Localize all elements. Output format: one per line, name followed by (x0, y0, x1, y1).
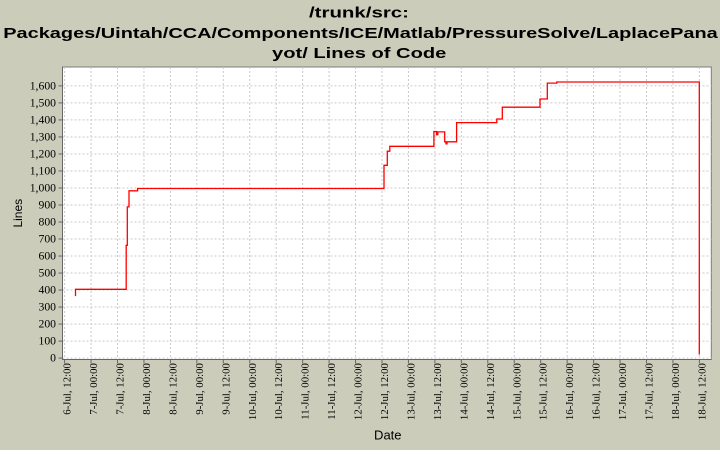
svg-text:1,300: 1,300 (30, 131, 56, 144)
svg-text:9-Jul, 00:00: 9-Jul, 00:00 (194, 363, 206, 415)
svg-text:13-Jul, 12:00: 13-Jul, 12:00 (432, 363, 444, 420)
svg-text:/trunk/src:: /trunk/src: (309, 5, 409, 22)
svg-text:700: 700 (38, 233, 56, 246)
svg-text:18-Jul, 12:00: 18-Jul, 12:00 (696, 363, 708, 420)
svg-text:8-Jul, 12:00: 8-Jul, 12:00 (167, 363, 179, 415)
svg-text:15-Jul, 00:00: 15-Jul, 00:00 (511, 363, 523, 420)
svg-text:600: 600 (38, 250, 56, 263)
svg-text:100: 100 (38, 335, 56, 348)
svg-text:16-Jul, 00:00: 16-Jul, 00:00 (564, 363, 576, 420)
svg-text:1,100: 1,100 (30, 165, 56, 178)
svg-text:Packages/Uintah/CCA/Components: Packages/Uintah/CCA/Components/ICE/Matla… (3, 25, 718, 42)
svg-text:yot/ Lines of Code: yot/ Lines of Code (272, 45, 446, 62)
svg-text:0: 0 (50, 352, 56, 365)
svg-text:12-Jul, 00:00: 12-Jul, 00:00 (353, 363, 365, 420)
svg-text:1,400: 1,400 (30, 114, 56, 127)
svg-text:400: 400 (38, 284, 56, 297)
svg-text:14-Jul, 12:00: 14-Jul, 12:00 (485, 363, 497, 420)
svg-text:900: 900 (38, 199, 56, 212)
svg-text:Lines: Lines (11, 199, 25, 228)
svg-text:1,500: 1,500 (30, 97, 56, 110)
svg-text:200: 200 (38, 318, 56, 331)
svg-text:11-Jul, 12:00: 11-Jul, 12:00 (326, 363, 338, 420)
svg-text:7-Jul, 12:00: 7-Jul, 12:00 (115, 363, 127, 415)
svg-text:13-Jul, 00:00: 13-Jul, 00:00 (405, 363, 417, 420)
svg-text:17-Jul, 00:00: 17-Jul, 00:00 (617, 363, 629, 420)
svg-text:300: 300 (38, 301, 56, 314)
svg-text:1,200: 1,200 (30, 148, 56, 161)
svg-text:14-Jul, 00:00: 14-Jul, 00:00 (458, 363, 470, 420)
svg-text:800: 800 (38, 216, 56, 229)
svg-text:9-Jul, 12:00: 9-Jul, 12:00 (220, 363, 232, 415)
svg-text:500: 500 (38, 267, 56, 280)
svg-text:8-Jul, 00:00: 8-Jul, 00:00 (141, 363, 153, 415)
svg-text:12-Jul, 12:00: 12-Jul, 12:00 (379, 363, 391, 420)
svg-text:10-Jul, 00:00: 10-Jul, 00:00 (247, 363, 259, 420)
svg-text:1,600: 1,600 (30, 80, 56, 93)
svg-text:16-Jul, 12:00: 16-Jul, 12:00 (591, 363, 603, 420)
svg-text:15-Jul, 12:00: 15-Jul, 12:00 (538, 363, 550, 420)
svg-text:7-Jul, 00:00: 7-Jul, 00:00 (88, 363, 100, 415)
svg-text:17-Jul, 12:00: 17-Jul, 12:00 (644, 363, 656, 420)
svg-text:11-Jul, 00:00: 11-Jul, 00:00 (300, 363, 312, 420)
svg-text:10-Jul, 12:00: 10-Jul, 12:00 (273, 363, 285, 420)
svg-text:18-Jul, 00:00: 18-Jul, 00:00 (670, 363, 682, 420)
svg-text:1,000: 1,000 (30, 182, 56, 195)
svg-text:6-Jul, 12:00: 6-Jul, 12:00 (62, 363, 74, 415)
svg-text:Date: Date (374, 428, 402, 443)
